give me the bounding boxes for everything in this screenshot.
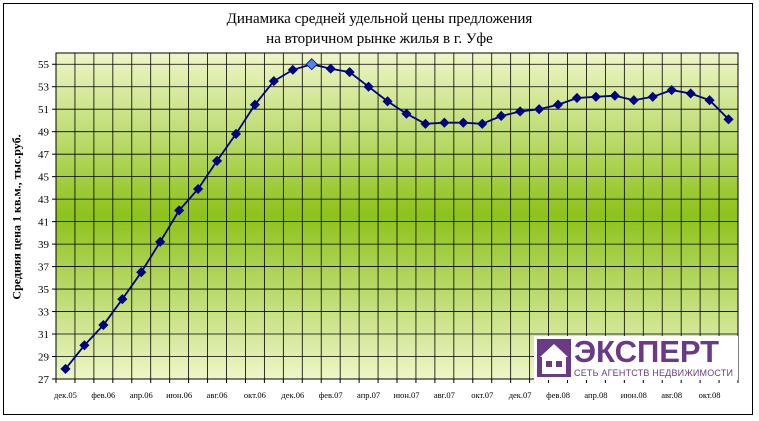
data-point [79, 340, 90, 351]
x-tick-label: авг.06 [207, 390, 228, 400]
data-point-highlight [305, 58, 318, 71]
grid-lines [56, 53, 738, 379]
x-tick-label: июн.07 [393, 390, 419, 400]
x-tick-label: окт.08 [699, 390, 721, 400]
y-tick-label: 53 [38, 82, 50, 94]
axes: 27 29 31 33 35 37 39 41 43 45 47 49 51 53 55 дек.05 фев.… [38, 59, 739, 400]
x-tick-label: апр.06 [130, 390, 153, 400]
data-point [344, 67, 355, 78]
y-tick-label: 33 [38, 307, 50, 319]
data-point [420, 118, 431, 129]
data-point [325, 63, 336, 74]
x-tick-label: авг.08 [661, 390, 682, 400]
data-point [666, 85, 677, 96]
data-point [363, 81, 374, 92]
y-tick-label: 27 [38, 374, 50, 386]
y-tick-label: 55 [38, 59, 50, 71]
data-point [211, 155, 223, 166]
data-point [287, 64, 298, 75]
data-point [534, 104, 545, 115]
x-tick-label: авг.07 [434, 390, 455, 400]
data-point [98, 319, 109, 331]
series-line-group [60, 58, 734, 374]
data-point [249, 99, 260, 110]
x-tick-label: фев.08 [546, 390, 570, 400]
y-tick-label: 39 [38, 239, 50, 251]
data-point [401, 108, 412, 119]
data-point [136, 267, 147, 278]
y-tick-label: 41 [38, 217, 49, 229]
data-point [496, 110, 507, 122]
y-tick-label: 37 [38, 262, 50, 274]
data-point [193, 183, 204, 195]
y-tick-label: 51 [38, 104, 49, 116]
y-tick-label: 43 [38, 194, 50, 206]
logo: ЭКСПЕРТ СЕТЬ АГЕНТСТВ НЕДВИЖИМОСТИ [534, 334, 738, 380]
data-point [439, 117, 450, 128]
x-tick-label: фев.07 [319, 390, 343, 400]
data-point [477, 118, 488, 129]
x-tick-label: апр.08 [584, 390, 607, 400]
data-point [230, 128, 242, 140]
chart-title-line-2: на вторичном рынке жилья в г. Уфе [266, 31, 493, 47]
x-tick-label: апр.07 [357, 390, 380, 400]
x-tick-label: дек.06 [281, 390, 304, 400]
x-tick-label: фев.06 [91, 390, 115, 400]
data-point [628, 95, 639, 106]
house-icon [537, 339, 571, 377]
y-tick-label: 35 [38, 284, 50, 296]
logo-subtitle: СЕТЬ АГЕНТСТВ НЕДВИЖИМОСТИ [574, 368, 734, 378]
data-point [268, 76, 279, 87]
y-tick-label: 31 [38, 329, 49, 341]
x-tick-label: июн.06 [166, 390, 192, 400]
data-point [174, 205, 185, 216]
x-tick-label: дек.07 [509, 390, 532, 400]
y-tick-label: 47 [38, 149, 50, 161]
data-point [60, 363, 71, 374]
y-tick-label: 45 [38, 172, 50, 184]
chart-title: Динамика средней удельной цены предложен… [0, 9, 759, 49]
data-point [155, 236, 166, 247]
data-point [571, 92, 583, 104]
x-tick-label: окт.07 [471, 390, 493, 400]
data-point [590, 91, 601, 102]
y-tick-label: 49 [38, 127, 50, 139]
data-point [685, 88, 696, 99]
data-point [515, 106, 526, 117]
logo-wordmark: ЭКСПЕРТ [574, 334, 720, 369]
x-tick-label: окт.06 [244, 390, 266, 400]
data-point [704, 95, 715, 106]
x-tick-label: дек.05 [54, 390, 77, 400]
data-point [723, 114, 734, 125]
data-point [609, 90, 620, 101]
data-point [552, 99, 564, 110]
chart-title-line-1: Динамика средней удельной цены предложен… [226, 11, 533, 27]
y-tick-label: 29 [38, 352, 50, 364]
data-point [382, 96, 393, 107]
data-point [458, 117, 469, 128]
x-tick-label: июн.08 [621, 390, 647, 400]
data-point [647, 91, 658, 102]
data-point [117, 294, 128, 305]
